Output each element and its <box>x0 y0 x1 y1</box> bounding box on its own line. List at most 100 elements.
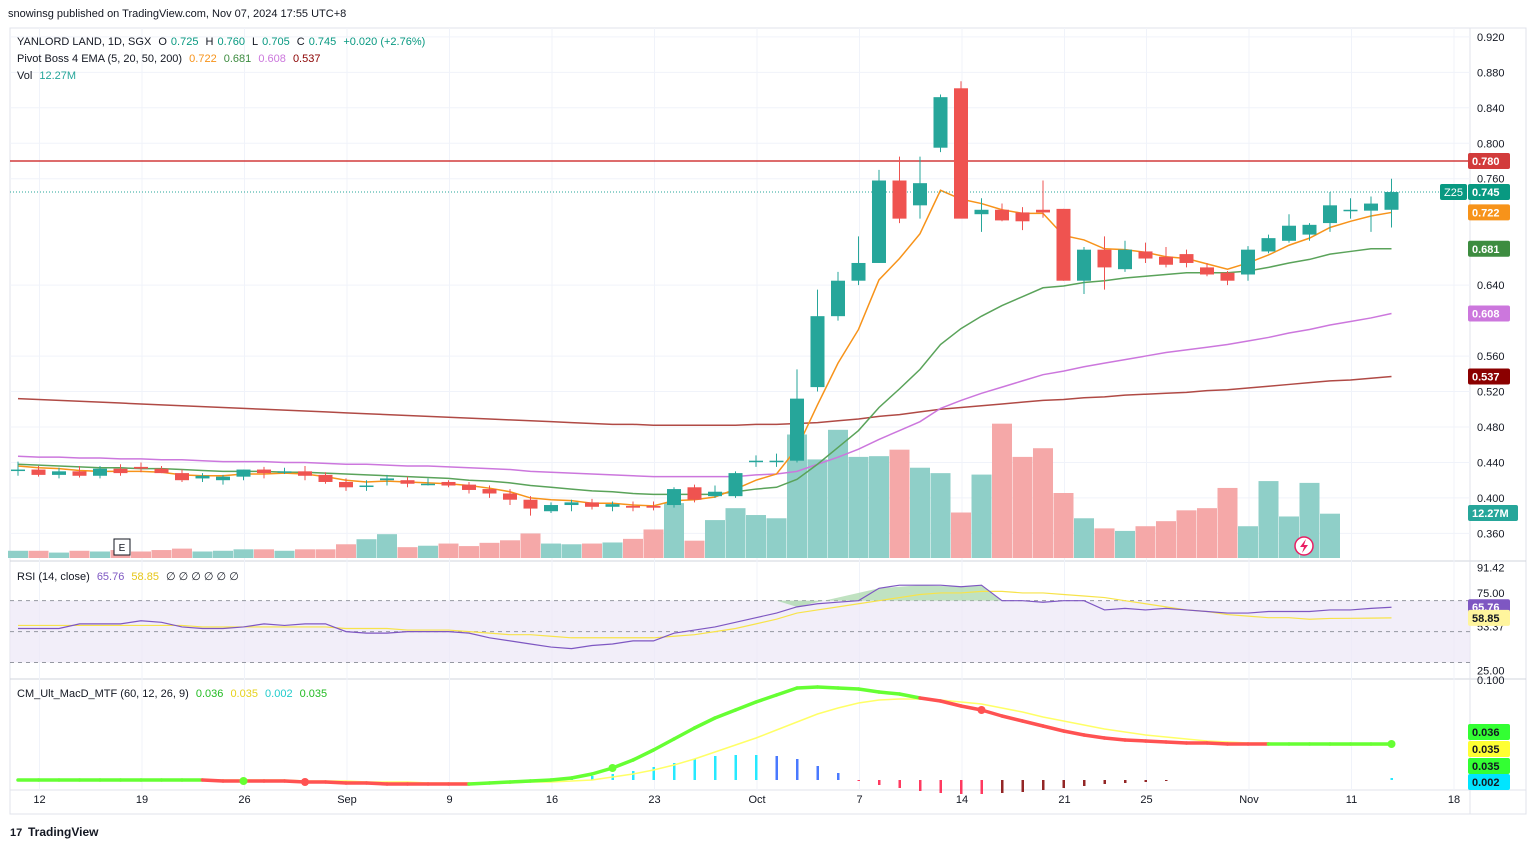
rsi-name[interactable]: RSI (14, close) <box>17 571 90 583</box>
macd-badge-label: 0.002 <box>1472 777 1500 789</box>
tradingview-footer[interactable]: 17 TradingView <box>10 825 98 839</box>
price-tick-label: 0.880 <box>1477 67 1505 79</box>
symbol-name[interactable]: YANLORD LAND, 1D, SGX <box>17 36 152 48</box>
macd-badge <box>1468 724 1510 740</box>
macd-line-segment <box>651 737 676 752</box>
candle-body <box>72 471 87 476</box>
volume-bar <box>1012 456 1033 558</box>
volume-bar <box>807 459 828 558</box>
macd-histogram-bar <box>878 780 881 785</box>
rsi-tick-label: 25.00 <box>1477 665 1505 677</box>
candle-body <box>257 469 271 474</box>
macd-line-segment <box>1102 736 1127 742</box>
volume-bar <box>8 550 28 558</box>
rsi-line <box>18 584 1392 650</box>
candle-body <box>605 504 620 507</box>
macd-histogram-bar <box>1390 778 1393 780</box>
ema20-value: 0.681 <box>223 53 252 65</box>
candle-body <box>1200 267 1214 275</box>
macd-histogram-bar <box>1103 780 1106 784</box>
macd-histogram-bar <box>980 780 983 794</box>
price-tick-label: 0.440 <box>1477 457 1505 469</box>
macd-histogram-bar <box>1124 780 1127 783</box>
macd-histogram-bar <box>632 771 635 780</box>
macd-line-segment <box>1082 733 1107 740</box>
volume-bar <box>520 533 541 558</box>
candle-body <box>974 209 989 215</box>
volume-bar <box>336 544 356 558</box>
macd-line-segment <box>672 726 697 741</box>
candle-body <box>216 476 230 481</box>
candle-body <box>175 473 189 481</box>
rsi-empty-values: ∅ ∅ ∅ ∅ ∅ ∅ <box>166 571 239 583</box>
price-tick-label: 0.560 <box>1477 351 1505 363</box>
volume-bar <box>1197 508 1217 558</box>
high-value: 0.760 <box>217 36 245 48</box>
macd-line-segment <box>1020 719 1045 728</box>
volume-bar <box>1033 448 1053 558</box>
volume-bar <box>1156 521 1176 558</box>
volume-bar <box>151 550 172 558</box>
volume-bar <box>479 542 500 558</box>
volume-bar <box>28 550 49 558</box>
macd-line-segment <box>877 690 902 696</box>
lightning-bolt-icon <box>1300 539 1308 553</box>
macd-cross-dot <box>608 764 617 772</box>
low-value: 0.705 <box>262 36 290 48</box>
candle-body <box>31 469 46 475</box>
candle-body <box>523 499 538 509</box>
candle-body <box>318 474 333 482</box>
macd-cross-dot <box>239 777 248 785</box>
volume-bar <box>992 423 1012 558</box>
x-tick-label: 14 <box>956 794 968 806</box>
earnings-marker <box>113 538 131 556</box>
macd-line-segment <box>549 776 574 782</box>
candle-body <box>1220 272 1235 281</box>
volume-bar <box>1176 510 1197 558</box>
candle-body <box>1036 209 1050 213</box>
candle-body <box>1282 225 1296 241</box>
macd-cross-dot <box>1387 740 1396 748</box>
volume-bar <box>684 540 705 558</box>
candle-body <box>708 491 722 497</box>
ema50-value: 0.608 <box>258 53 286 65</box>
macd-name[interactable]: CM_Ult_MacD_MTF (60, 12, 26, 9) <box>17 688 189 700</box>
rsi-tick-label: 75.00 <box>1477 588 1505 600</box>
macd-histogram-bar <box>1083 780 1086 786</box>
x-tick-label: 23 <box>648 794 660 806</box>
macd-line-segment <box>713 708 738 720</box>
x-tick-label: 18 <box>1448 794 1460 806</box>
volume-bar <box>213 550 233 558</box>
macd-histogram-bar <box>796 759 799 780</box>
candle-body <box>790 398 804 461</box>
macd-histogram-bar <box>775 756 778 780</box>
candle-body <box>400 480 415 484</box>
rsi-overbought-fill <box>776 585 1002 607</box>
macd-badge-label: 0.035 <box>1472 744 1500 756</box>
macd-histogram-bar <box>939 780 942 793</box>
candle-body <box>769 460 784 463</box>
volume-bar <box>1053 493 1074 558</box>
ema50-line <box>17 312 1392 478</box>
rsi-legend: RSI (14, close) 65.76 58.85 ∅ ∅ ∅ ∅ ∅ ∅ <box>17 570 243 583</box>
ema5-value: 0.722 <box>189 53 217 65</box>
macd-histogram-bar <box>734 755 737 780</box>
candle-body <box>954 88 968 219</box>
price-tick-label: 0.360 <box>1477 528 1505 540</box>
price-badge-label: 0.722 <box>1472 207 1500 219</box>
candle-body <box>380 478 394 481</box>
macd-value-3: 0.002 <box>265 688 293 700</box>
candle-body <box>503 493 517 500</box>
volume-bar <box>746 515 766 558</box>
price-badge-label: 12.27M <box>1472 508 1509 520</box>
macd-line-segment <box>733 700 758 712</box>
macd-line-segment <box>528 778 553 783</box>
volume-bar <box>623 538 643 558</box>
x-tick-label: 25 <box>1140 794 1152 806</box>
volume-bar <box>1279 516 1299 558</box>
open-value: 0.725 <box>170 36 199 48</box>
ema-name[interactable]: Pivot Boss 4 EMA (5, 20, 50, 200) <box>17 53 183 65</box>
candle-body <box>462 484 476 490</box>
vol-label[interactable]: Vol <box>17 70 33 82</box>
